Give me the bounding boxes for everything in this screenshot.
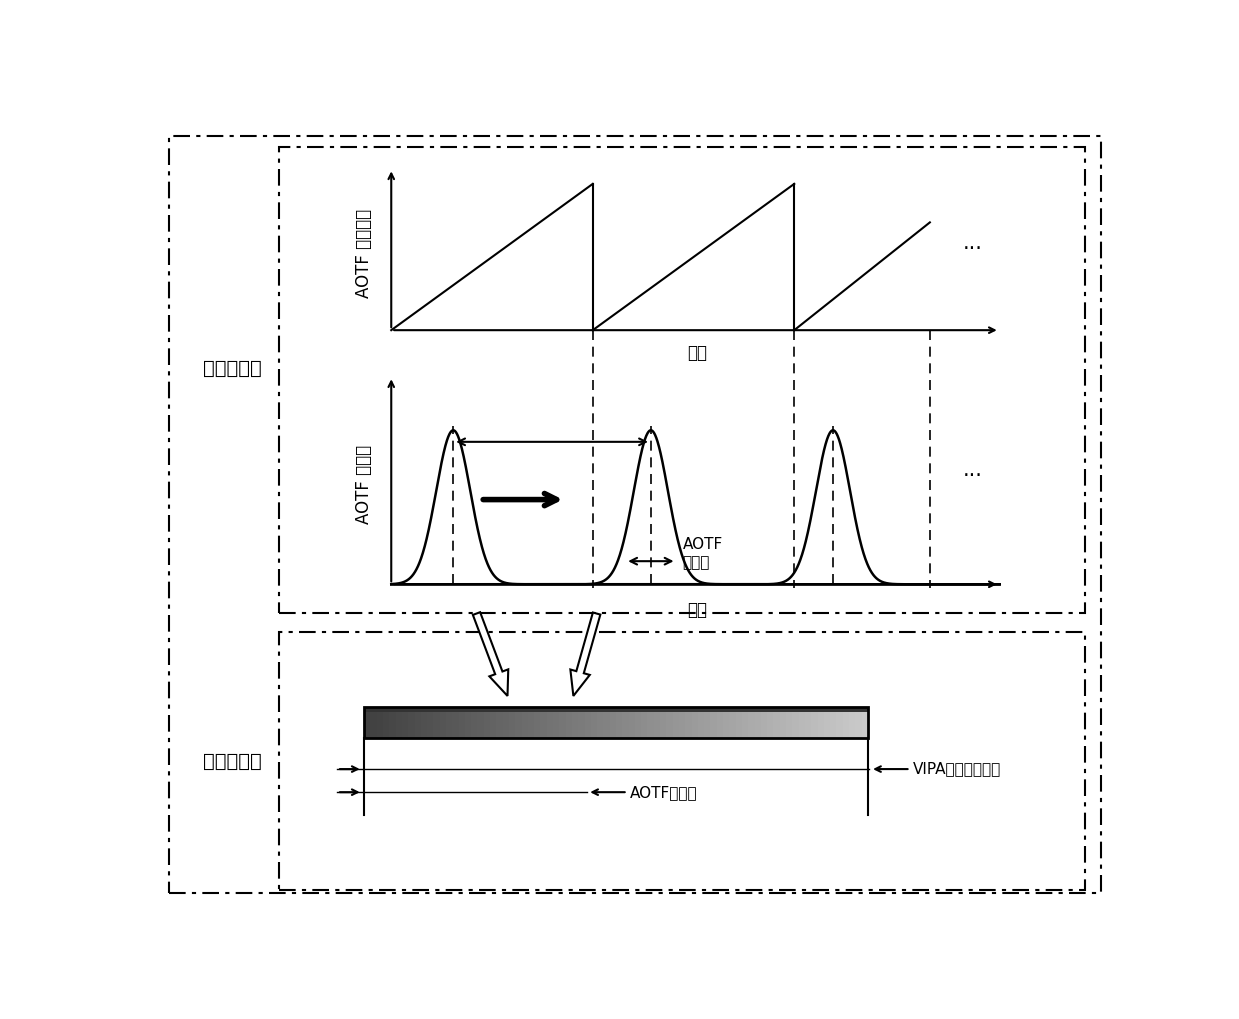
Bar: [477, 707, 484, 739]
Text: 波长: 波长: [688, 600, 707, 619]
Text: 时间: 时间: [688, 344, 707, 363]
Bar: [452, 707, 460, 739]
Text: ···: ···: [963, 467, 983, 486]
Bar: [843, 707, 850, 739]
Bar: [855, 707, 862, 739]
Bar: [395, 707, 403, 739]
Text: AOTF分辨率: AOTF分辨率: [629, 785, 698, 800]
Text: AOTF
分辨率: AOTF 分辨率: [683, 537, 722, 570]
Bar: [698, 707, 705, 739]
Bar: [724, 707, 730, 739]
Bar: [805, 707, 812, 739]
Bar: [483, 707, 491, 739]
Bar: [408, 707, 415, 739]
Bar: [364, 707, 372, 739]
Bar: [434, 707, 440, 739]
Bar: [761, 707, 768, 739]
Bar: [364, 707, 867, 739]
Bar: [616, 707, 623, 739]
Bar: [755, 707, 762, 739]
Bar: [704, 707, 711, 739]
Bar: [522, 707, 529, 739]
Bar: [824, 707, 831, 739]
Bar: [553, 707, 560, 739]
Text: 时间域分光: 时间域分光: [203, 359, 261, 378]
Bar: [540, 707, 548, 739]
Bar: [685, 707, 693, 739]
Bar: [566, 707, 572, 739]
Bar: [415, 707, 421, 739]
Bar: [440, 707, 447, 739]
Bar: [370, 707, 378, 739]
Bar: [509, 707, 515, 739]
Bar: [642, 707, 648, 739]
Bar: [603, 707, 611, 739]
Polygon shape: [473, 612, 508, 696]
Bar: [491, 707, 497, 739]
Bar: [648, 707, 654, 739]
Bar: [634, 707, 642, 739]
Bar: [767, 707, 774, 739]
Bar: [597, 707, 605, 739]
Bar: [528, 707, 535, 739]
Bar: [818, 707, 825, 739]
Bar: [660, 707, 667, 739]
Bar: [534, 707, 541, 739]
Bar: [710, 707, 717, 739]
Bar: [679, 707, 686, 739]
Bar: [364, 707, 867, 712]
Bar: [377, 707, 384, 739]
Bar: [546, 707, 554, 739]
Text: ···: ···: [963, 239, 983, 259]
Bar: [579, 707, 585, 739]
Bar: [591, 707, 598, 739]
Text: AOTF 射频频率: AOTF 射频频率: [356, 209, 373, 298]
Polygon shape: [570, 612, 601, 696]
Bar: [812, 707, 818, 739]
Text: VIPA自由光谱范围: VIPA自由光谱范围: [913, 761, 1001, 776]
Bar: [716, 707, 724, 739]
Bar: [742, 707, 750, 739]
Bar: [446, 707, 453, 739]
Bar: [748, 707, 756, 739]
Bar: [730, 707, 736, 739]
Bar: [736, 707, 742, 739]
Bar: [667, 707, 674, 739]
Bar: [861, 707, 869, 739]
Bar: [465, 707, 472, 739]
Bar: [799, 707, 805, 739]
Bar: [559, 707, 566, 739]
Bar: [773, 707, 781, 739]
Bar: [673, 707, 680, 739]
Bar: [628, 707, 636, 739]
Bar: [585, 707, 591, 739]
Bar: [779, 707, 787, 739]
Bar: [786, 707, 793, 739]
Bar: [383, 707, 390, 739]
Bar: [515, 707, 523, 739]
Bar: [471, 707, 478, 739]
Text: 空间域分光: 空间域分光: [203, 752, 261, 771]
Bar: [389, 707, 396, 739]
Bar: [830, 707, 838, 739]
Bar: [654, 707, 660, 739]
Bar: [572, 707, 579, 739]
Bar: [427, 707, 434, 739]
Bar: [401, 707, 409, 739]
Bar: [421, 707, 427, 739]
Bar: [836, 707, 844, 739]
Text: AOTF 透射谱: AOTF 透射谱: [356, 444, 373, 524]
Bar: [503, 707, 509, 739]
Bar: [497, 707, 503, 739]
Bar: [849, 707, 856, 739]
Bar: [792, 707, 799, 739]
Bar: [610, 707, 617, 739]
Bar: [622, 707, 629, 739]
Bar: [458, 707, 466, 739]
Bar: [691, 707, 699, 739]
